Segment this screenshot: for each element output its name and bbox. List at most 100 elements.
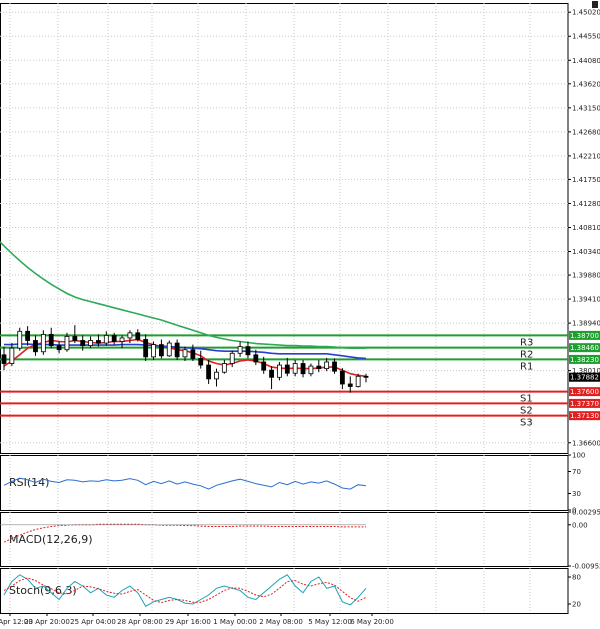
candle[interactable] — [292, 363, 298, 374]
price-tick-label: 1.43620 — [572, 80, 600, 88]
candle[interactable] — [40, 333, 46, 353]
level-badge-s1 — [569, 387, 600, 397]
indicator-panels: 100 70 30 0 RSI(14) 0.002952 0.00 -0.009528 MACD… — [0, 452, 600, 609]
candle[interactable] — [363, 375, 369, 378]
panel-frame — [0, 568, 569, 614]
indicator-name: MACD(12,26,9) — [9, 533, 93, 546]
price-tick-label: 1.43150 — [572, 104, 600, 112]
candle[interactable] — [48, 333, 54, 347]
candle[interactable] — [135, 332, 141, 340]
candle[interactable] — [72, 336, 78, 341]
indicator-line — [3, 523, 366, 543]
candle[interactable] — [151, 344, 156, 358]
price-tick-label: 1.38010 — [572, 367, 600, 375]
stoch-k-line — [3, 574, 367, 607]
candle[interactable] — [300, 363, 306, 375]
indicator-tick-label: -0.009528 — [572, 563, 600, 571]
candle[interactable] — [214, 371, 219, 380]
price-tick-label: 1.44080 — [572, 57, 600, 65]
candle[interactable] — [143, 339, 149, 358]
price-tick-label: 1.41280 — [572, 200, 600, 208]
indicator-tick-label: 30 — [572, 490, 581, 498]
candle[interactable] — [88, 340, 93, 347]
price-tick-label: 1.40810 — [572, 224, 600, 232]
candle[interactable] — [158, 344, 164, 357]
time-tick-label: 5 May 12:00 — [308, 618, 352, 626]
level-name-r2: R2 — [520, 350, 533, 361]
candle[interactable] — [80, 340, 86, 347]
stoch-d-line — [3, 577, 367, 604]
candle[interactable] — [182, 349, 188, 358]
candle[interactable] — [17, 330, 23, 349]
time-tick-label: 28 Apr 08:00 — [117, 618, 163, 626]
candle[interactable] — [33, 340, 38, 353]
candle[interactable] — [221, 363, 227, 373]
candle[interactable] — [245, 346, 251, 356]
candle[interactable] — [316, 365, 322, 370]
price-tick-label: 1.38940 — [572, 320, 600, 328]
grid — [0, 3, 569, 614]
level-badge-label: 1.38460 — [570, 344, 599, 352]
level-name-r3: R3 — [520, 337, 533, 348]
candle[interactable] — [1, 354, 7, 364]
price-tick-label: 1.42210 — [572, 152, 600, 160]
indicator-line — [3, 477, 367, 490]
candle[interactable] — [277, 364, 282, 378]
level-badge-r1 — [569, 354, 600, 364]
level-badge-r2 — [569, 343, 600, 353]
price-tick-label: 1.44550 — [572, 33, 600, 41]
candle[interactable] — [339, 370, 345, 385]
price-tick-label: 1.41750 — [572, 176, 600, 184]
candle[interactable] — [96, 340, 101, 344]
panel-frame — [0, 455, 569, 511]
main-frame — [0, 3, 569, 454]
candle[interactable] — [198, 357, 204, 366]
level-name-s3: S3 — [520, 418, 533, 429]
candle[interactable] — [229, 352, 235, 364]
candle[interactable] — [206, 364, 212, 380]
indicator-tick-label: 0.00 — [572, 521, 588, 529]
indicator-name: Stoch(9,6,3) — [9, 584, 77, 597]
price-tick-label: 1.45020 — [572, 9, 600, 17]
candle[interactable] — [64, 336, 70, 351]
level-badge-label: 1.37370 — [570, 400, 599, 408]
close-icon[interactable] — [592, 1, 598, 8]
time-tick-label: 1 May 00:00 — [213, 618, 257, 626]
current-price-badge — [569, 372, 600, 382]
level-name-r1: R1 — [520, 361, 533, 372]
panel-frame — [0, 512, 569, 567]
candle[interactable] — [56, 345, 62, 351]
candle[interactable] — [190, 349, 196, 359]
candle[interactable] — [166, 342, 172, 357]
candle[interactable] — [332, 361, 337, 372]
candle[interactable] — [324, 361, 330, 370]
candle[interactable] — [103, 334, 109, 344]
time-tick-label: 2 May 08:00 — [259, 618, 303, 626]
candle[interactable] — [355, 375, 361, 387]
price-tick-label: 1.42680 — [572, 128, 600, 136]
candle[interactable] — [237, 346, 243, 354]
candle[interactable] — [9, 347, 15, 364]
candle[interactable] — [127, 332, 133, 339]
candle[interactable] — [111, 334, 117, 342]
price-tick-label: 1.36600 — [572, 439, 600, 447]
indicator-tick-label: 100 — [572, 452, 585, 460]
current-price-label: 1.37882 — [570, 374, 599, 382]
candle[interactable] — [284, 364, 290, 374]
time-tick-label: 22 Apr 12:00 — [0, 618, 33, 626]
price-tick-label: 1.39880 — [572, 272, 600, 280]
indicator-tick-label: 0.002952 — [572, 509, 600, 517]
candle[interactable] — [174, 342, 180, 358]
candle[interactable] — [347, 383, 353, 387]
candle[interactable] — [25, 330, 31, 341]
candle[interactable] — [308, 365, 314, 375]
candle[interactable] — [269, 369, 274, 378]
level-badge-s3 — [569, 411, 600, 421]
indicator-tick-label: 20 — [572, 601, 581, 609]
candle[interactable] — [119, 337, 125, 342]
candle[interactable] — [253, 354, 259, 363]
candle[interactable] — [261, 361, 267, 371]
